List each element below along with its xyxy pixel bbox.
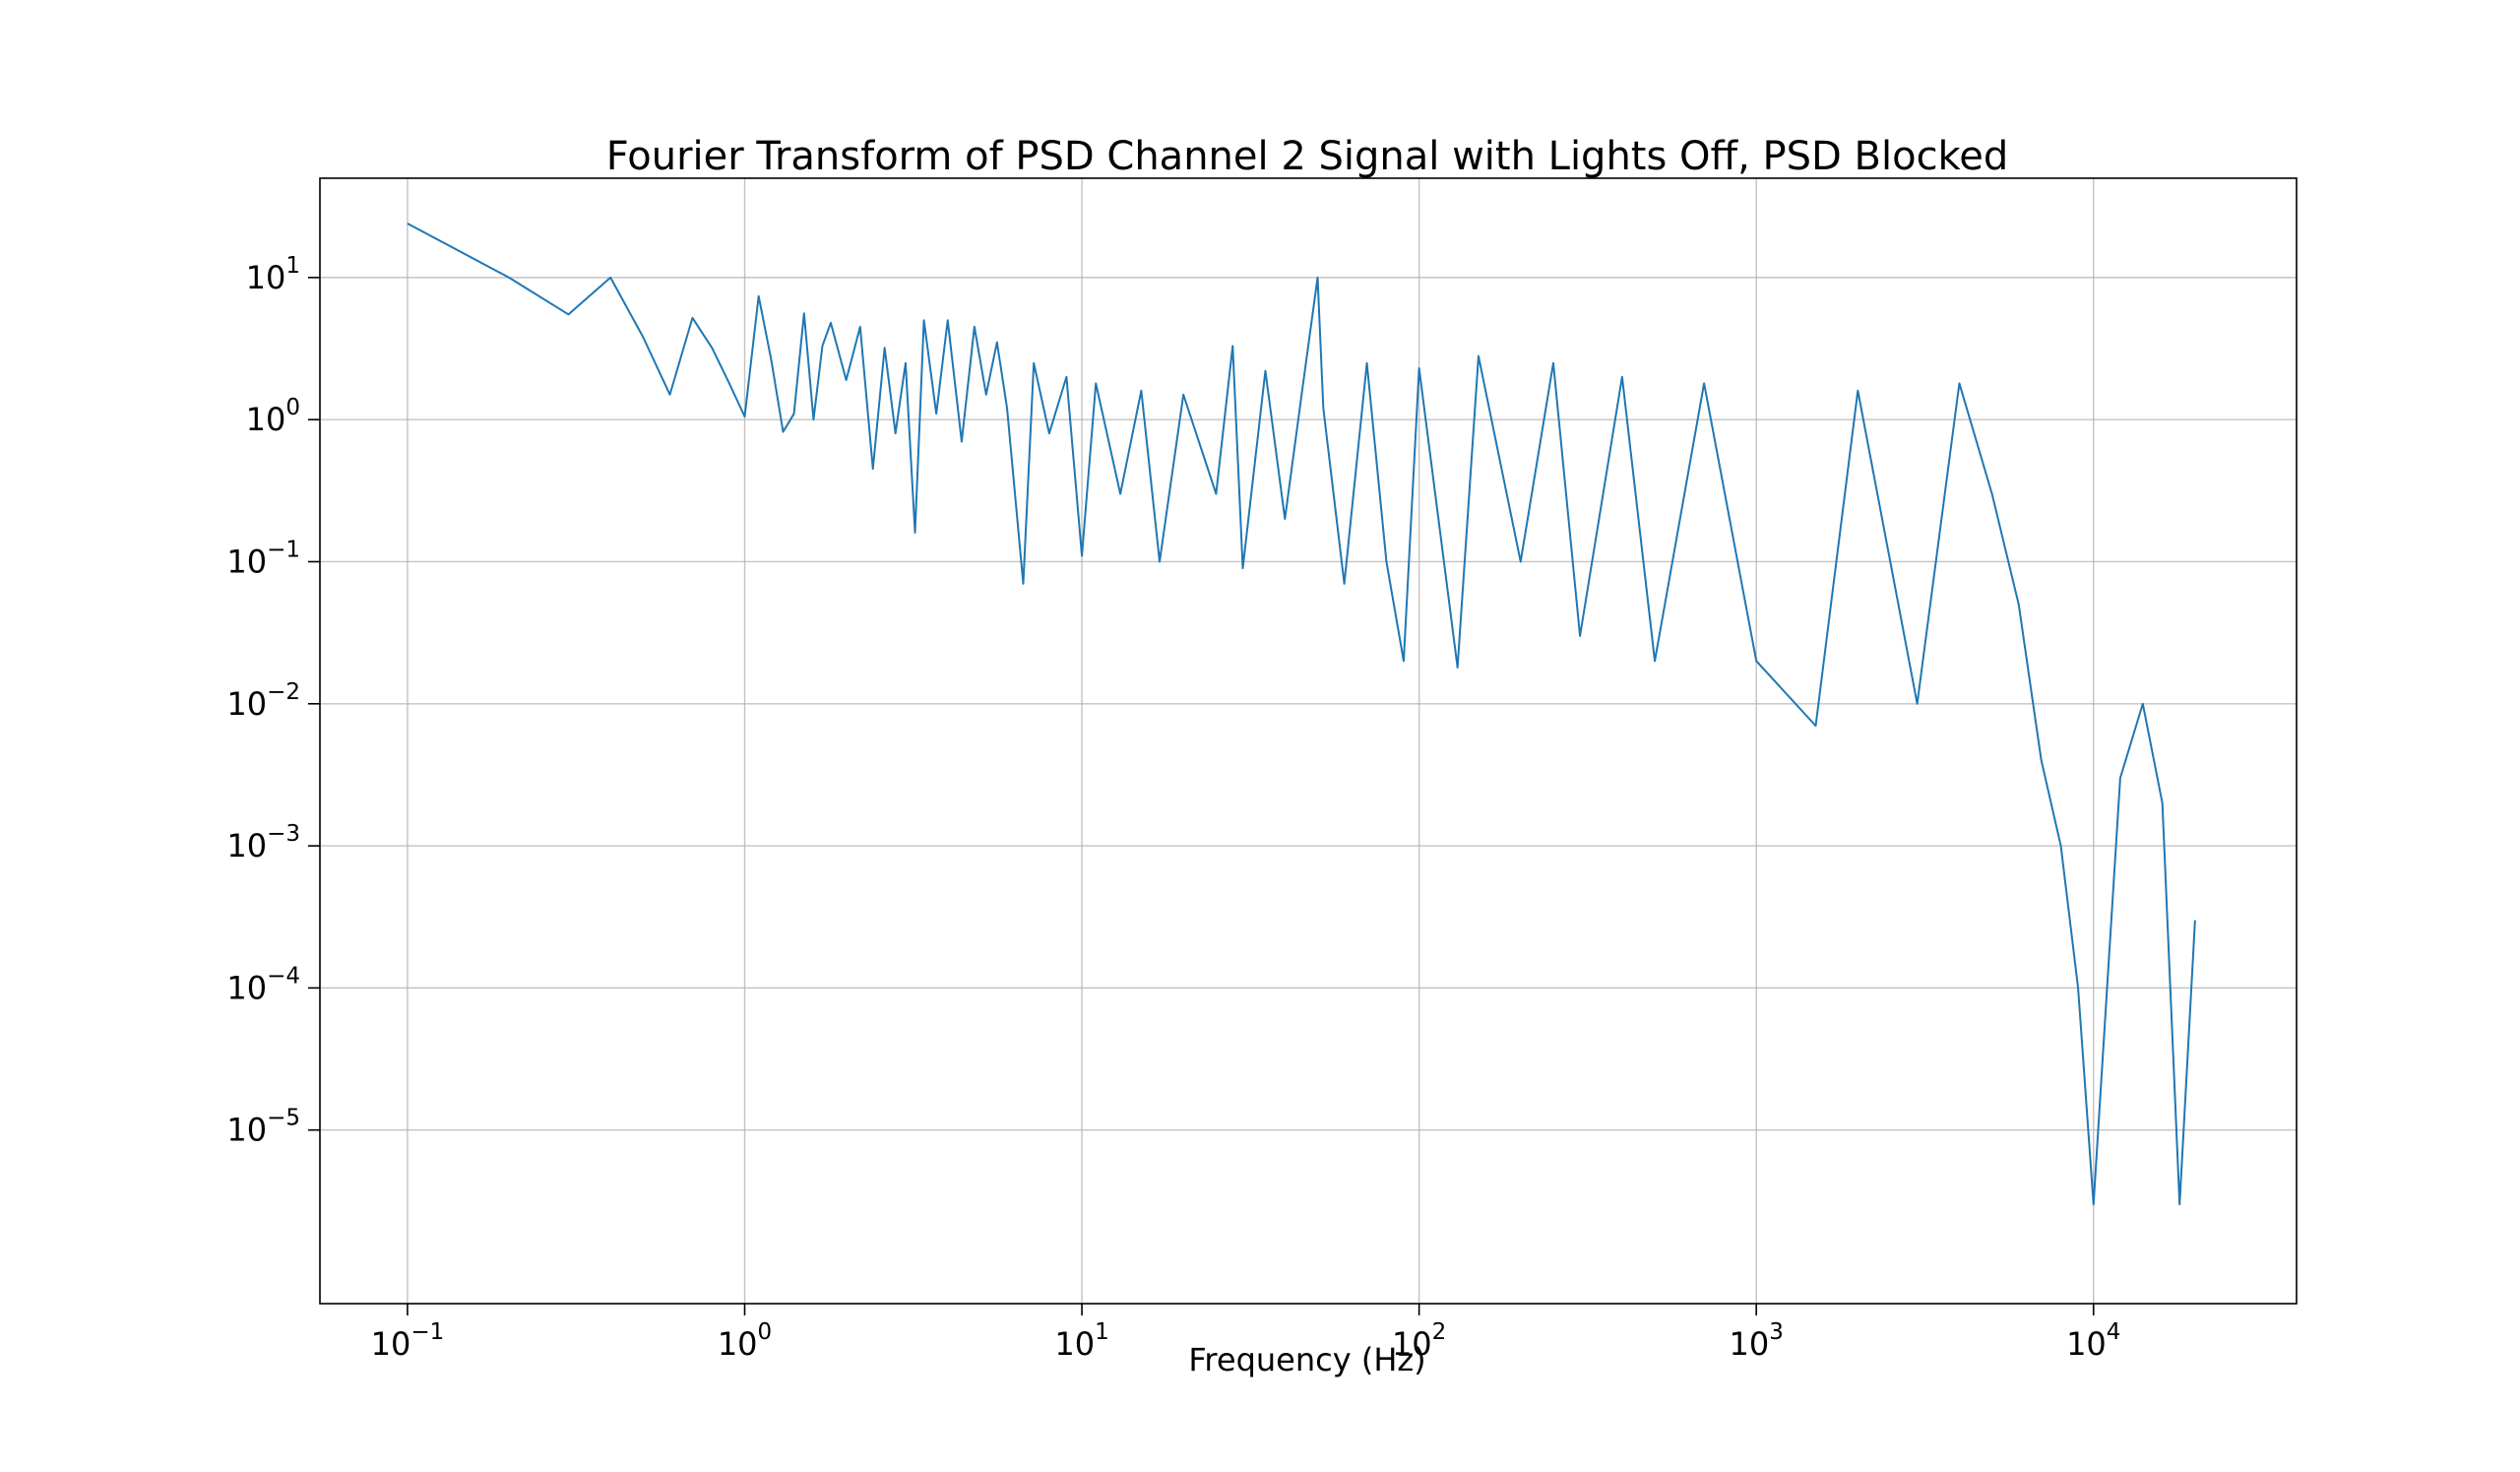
y-tick-label: 101 [246, 253, 300, 296]
x-tick-label: 10−1 [371, 1319, 445, 1363]
y-tick-label: 10−2 [226, 679, 300, 723]
x-tick-label: 101 [1054, 1319, 1108, 1363]
y-tick-label: 10−1 [226, 537, 300, 580]
axes-frame [319, 177, 2298, 1305]
x-tick-label: 100 [718, 1319, 772, 1363]
grid-lines [320, 178, 2297, 1304]
x-tick-label: 103 [1730, 1319, 1784, 1363]
x-axis: 10−1 100 101 102 103 104 [371, 1304, 2120, 1363]
x-tick-label: 104 [2066, 1319, 2120, 1363]
x-axis-label: Frequency (Hz) [1188, 1341, 1425, 1378]
series-line [407, 223, 2196, 1206]
y-axis: 10−5 10−4 10−3 10−2 10−1 100 101 [226, 253, 320, 1149]
plot-area [407, 223, 2196, 1206]
chart-title: Fourier Transform of PSD Channel 2 Signa… [606, 134, 2009, 179]
y-tick-label: 10−4 [226, 963, 300, 1006]
y-tick-label: 100 [246, 395, 300, 438]
y-tick-label: 10−3 [226, 821, 300, 864]
y-tick-label: 10−5 [226, 1106, 300, 1149]
